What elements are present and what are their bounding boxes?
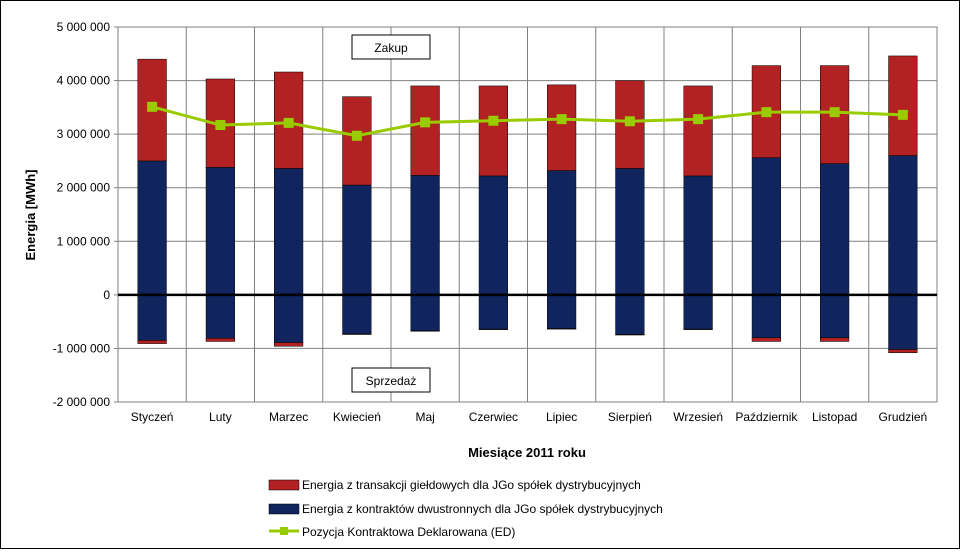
x-tick-label: Styczeń xyxy=(131,410,174,424)
bar-kontrakty-zakup xyxy=(888,155,918,296)
bar-kontrakty-zakup xyxy=(683,175,713,296)
bar-kontrakty-zakup xyxy=(205,167,235,296)
legend-item-transakcje: Energia z transakcji giełdowych dla JGo … xyxy=(268,478,641,492)
bar-transakcje-sprzedaz xyxy=(615,334,645,336)
ed-point xyxy=(693,114,704,125)
x-tick-label: Luty xyxy=(209,410,232,424)
ed-line xyxy=(147,101,908,141)
bar-kontrakty-zakup xyxy=(410,175,440,296)
ed-point xyxy=(829,107,840,118)
x-tick-label: Kwiecień xyxy=(333,410,381,424)
x-tick-label: Listopad xyxy=(812,410,857,424)
bar-transakcje-sprzedaz xyxy=(274,342,304,347)
ed-point xyxy=(351,130,362,141)
ed-point xyxy=(147,101,158,112)
ed-line-path xyxy=(151,105,903,138)
x-axis-title: Miesiące 2011 roku xyxy=(468,445,586,460)
bar-kontrakty-zakup xyxy=(137,160,167,296)
ed-point xyxy=(215,120,226,131)
y-tick-label: 0 xyxy=(103,288,110,302)
legend-swatch-transakcje xyxy=(268,479,300,491)
x-tick-label: Październik xyxy=(735,410,798,424)
x-tick-label: Marzec xyxy=(269,410,308,424)
annotation-zakup: Zakup xyxy=(351,34,431,60)
x-tick-labels: Styczeń Luty Marzec Kwiecień Maj Czerwiec Lipi… xyxy=(131,410,927,424)
bar-kontrakty-zakup xyxy=(820,163,850,296)
legend-label-kontrakty: Energia z kontraktów dwustronnych dla JG… xyxy=(302,502,663,516)
bar-kontrakty-zakup xyxy=(478,175,508,296)
bar-transakcje-sprzedaz xyxy=(342,333,372,335)
annotation-sprzedaz: Sprzedaż xyxy=(351,367,431,393)
bar-kontrakty-zakup xyxy=(274,168,304,296)
bar-kontrakty-zakup xyxy=(342,184,372,296)
annotation-zakup-text: Zakup xyxy=(374,41,408,55)
x-tick-label: Grudzień xyxy=(879,410,928,424)
bar-transakcje-zakup xyxy=(888,55,918,156)
ed-point xyxy=(897,109,908,120)
bar-kontrakty-sprzedaz xyxy=(478,294,508,330)
ed-point xyxy=(488,115,499,126)
bar-transakcje-zakup xyxy=(478,85,508,177)
legend-item-ed: Pozycja Kontraktowa Deklarowana (ED) xyxy=(269,525,515,539)
legend: Energia z transakcji giełdowych dla JGo … xyxy=(268,478,663,539)
bar-kontrakty-sprzedaz xyxy=(820,294,850,338)
bar-kontrakty-sprzedaz xyxy=(205,294,235,339)
bar-kontrakty-sprzedaz xyxy=(342,294,372,335)
y-axis-title: Energia [MWh] xyxy=(23,170,38,261)
y-tick-labels: 5 000 000 4 000 000 3 000 000 2 000 000 1 00… xyxy=(53,20,111,409)
y-tick-label: 3 000 000 xyxy=(57,127,111,141)
bar-kontrakty-sprzedaz xyxy=(137,294,167,341)
bar-transakcje-zakup xyxy=(547,84,577,171)
bar-transakcje-zakup xyxy=(410,85,440,176)
y-tick-label: 4 000 000 xyxy=(57,74,111,88)
bar-transakcje-zakup xyxy=(342,96,372,186)
bar-transakcje-sprzedaz xyxy=(547,328,577,330)
ed-point xyxy=(283,117,294,128)
bar-kontrakty-sprzedaz xyxy=(751,294,781,338)
legend-label-transakcje: Energia z transakcji giełdowych dla JGo … xyxy=(302,478,641,492)
legend-swatch-ed-marker xyxy=(280,527,288,535)
x-tick-label: Maj xyxy=(415,410,434,424)
bar-kontrakty-sprzedaz xyxy=(547,294,577,329)
bar-transakcje-sprzedaz xyxy=(205,338,235,342)
ed-point xyxy=(556,114,567,125)
ed-point xyxy=(420,117,431,128)
y-tick-label: 1 000 000 xyxy=(57,234,111,248)
bar-transakcje-sprzedaz xyxy=(888,349,918,353)
bar-kontrakty-sprzedaz xyxy=(410,294,440,332)
legend-item-kontrakty: Energia z kontraktów dwustronnych dla JG… xyxy=(268,502,663,516)
y-tick-label: 2 000 000 xyxy=(57,181,111,195)
bar-kontrakty-zakup xyxy=(751,157,781,296)
bar-transakcje-sprzedaz xyxy=(410,330,440,332)
bar-kontrakty-sprzedaz xyxy=(683,294,713,330)
x-tick-label: Wrzesień xyxy=(673,410,723,424)
grid xyxy=(114,26,937,403)
bar-transakcje-sprzedaz xyxy=(137,340,167,344)
bar-transakcje-sprzedaz xyxy=(820,337,850,342)
bar-transakcje-sprzedaz xyxy=(683,328,713,330)
x-tick-label: Lipiec xyxy=(546,410,577,424)
bar-kontrakty-sprzedaz xyxy=(615,294,645,335)
ed-point xyxy=(624,116,635,127)
bars xyxy=(137,55,918,353)
ed-point xyxy=(761,107,772,118)
x-tick-label: Czerwiec xyxy=(469,410,518,424)
legend-swatch-kontrakty xyxy=(268,503,300,515)
bar-kontrakty-zakup xyxy=(615,168,645,296)
bar-transakcje-sprzedaz xyxy=(751,337,781,342)
bar-kontrakty-sprzedaz xyxy=(274,294,304,343)
y-tick-label: 5 000 000 xyxy=(57,20,111,34)
y-tick-label: -1 000 000 xyxy=(53,341,111,355)
bar-transakcje-sprzedaz xyxy=(478,328,508,330)
x-tick-label: Sierpień xyxy=(608,410,652,424)
bar-transakcje-zakup xyxy=(683,85,713,177)
bar-kontrakty-sprzedaz xyxy=(888,294,918,350)
annotation-sprzedaz-text: Sprzedaż xyxy=(366,374,417,388)
legend-label-ed: Pozycja Kontraktowa Deklarowana (ED) xyxy=(302,525,515,539)
y-tick-label: -2 000 000 xyxy=(53,395,111,409)
bar-kontrakty-zakup xyxy=(547,170,577,296)
